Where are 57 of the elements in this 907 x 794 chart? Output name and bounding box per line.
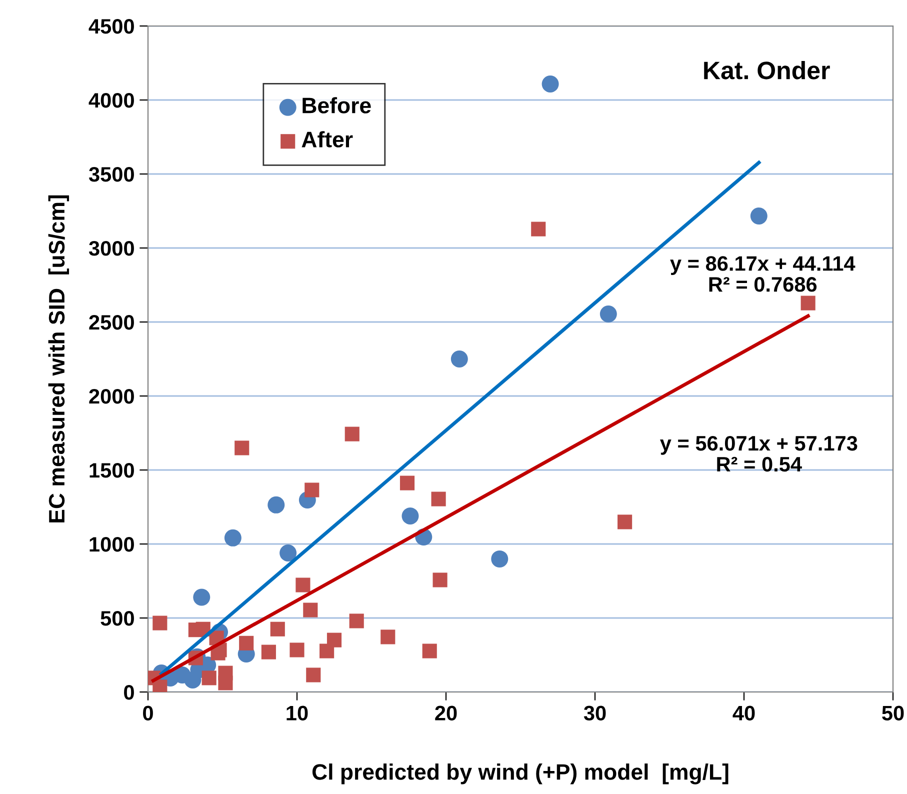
y-tick-label: 3000 xyxy=(88,241,134,256)
point xyxy=(304,482,320,498)
x-tick-label: 30 xyxy=(584,706,606,721)
y-tick-label: 500 xyxy=(100,611,134,626)
annotation: y = 86.17x + 44.114 R² = 0.7686 xyxy=(670,256,856,292)
point xyxy=(234,440,250,456)
point xyxy=(531,222,546,236)
y-tick-label: 4000 xyxy=(88,93,134,108)
point xyxy=(600,306,617,323)
point xyxy=(290,642,304,658)
point xyxy=(800,296,816,310)
x-tick-label: 0 xyxy=(143,706,153,720)
point xyxy=(326,632,342,648)
x-tick-label: 20 xyxy=(435,706,457,720)
y-tick-label: 3500 xyxy=(88,167,134,182)
point xyxy=(224,529,242,546)
annotation: y = 56.071x + 57.173 R² = 0.54 xyxy=(660,436,858,472)
x-tick-label: 10 xyxy=(286,706,308,720)
point xyxy=(270,622,285,636)
point xyxy=(344,426,360,442)
x-tick-label: 50 xyxy=(882,706,904,720)
point xyxy=(450,350,468,368)
y-tick-label: 0 xyxy=(124,685,134,700)
annotation: Kat. Onder xyxy=(704,60,830,80)
y-axis-title: EC measured with SID [uS/cm] xyxy=(48,195,70,522)
point xyxy=(422,644,437,658)
y-tick-label: 2000 xyxy=(89,389,134,404)
y-tick-label: 1500 xyxy=(90,463,134,478)
y-tick-label: 4500 xyxy=(88,19,134,34)
point xyxy=(306,668,321,682)
legend-label: After xyxy=(302,131,353,148)
point xyxy=(261,644,276,660)
point xyxy=(152,616,168,630)
legend-label: Before xyxy=(302,97,371,114)
x-tick-label: 40 xyxy=(732,706,755,720)
point xyxy=(268,496,285,514)
point xyxy=(193,588,210,606)
point xyxy=(218,676,233,690)
point xyxy=(202,670,216,686)
y-tick-label: 1000 xyxy=(90,537,134,552)
point xyxy=(210,646,226,660)
x-axis-title: Cl predicted by wind (+P) model [mg/L] xyxy=(312,764,728,784)
point xyxy=(303,602,318,618)
point xyxy=(491,550,508,568)
point xyxy=(296,578,310,592)
point xyxy=(400,476,415,490)
point xyxy=(750,208,768,225)
point xyxy=(239,636,254,650)
point xyxy=(280,544,297,562)
point xyxy=(432,572,448,588)
point xyxy=(431,492,446,506)
point xyxy=(380,630,396,644)
point xyxy=(402,508,419,525)
y-tick-label: 2500 xyxy=(89,315,134,330)
point xyxy=(542,76,559,93)
point xyxy=(349,614,364,628)
point xyxy=(618,514,632,530)
